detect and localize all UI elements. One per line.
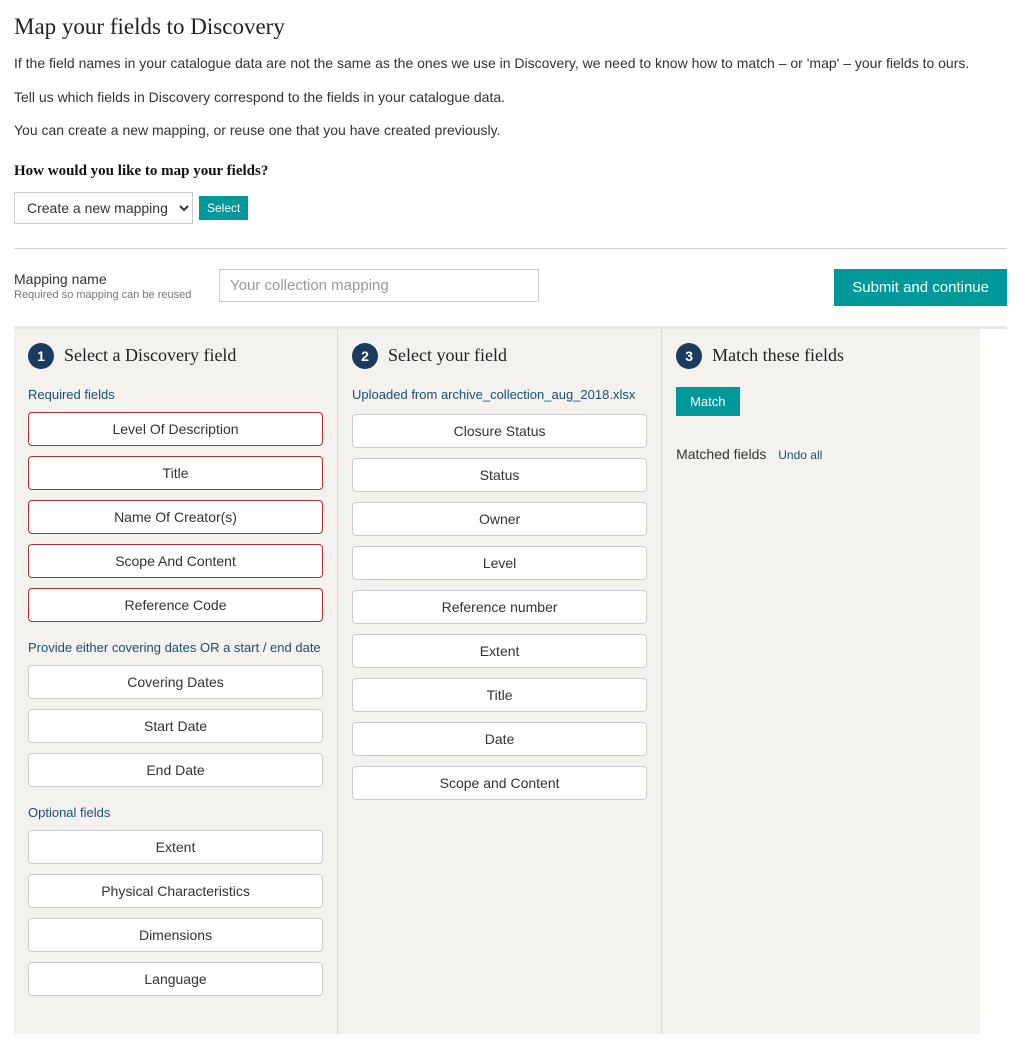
discovery-field-button[interactable]: Level Of Description: [28, 412, 323, 446]
intro-paragraph: You can create a new mapping, or reuse o…: [14, 121, 1007, 141]
how-question: How would you like to map your fields?: [14, 163, 1007, 180]
uploaded-from-prefix: Uploaded from: [352, 387, 441, 402]
your-field-button[interactable]: Owner: [352, 502, 647, 536]
mapping-columns: 1 Select a Discovery field Required fiel…: [14, 326, 1007, 1034]
your-field-button[interactable]: Date: [352, 722, 647, 756]
matched-fields-label: Matched fields: [676, 446, 766, 462]
step-two-header: 2 Select your field: [352, 343, 647, 369]
section-divider: [14, 248, 1007, 249]
optional-fields-label: Optional fields: [28, 805, 323, 820]
step-number-badge: 3: [676, 343, 702, 369]
submit-wrap: Submit and continue: [834, 269, 1007, 306]
discovery-field-button[interactable]: Name Of Creator(s): [28, 500, 323, 534]
your-field-button[interactable]: Level: [352, 546, 647, 580]
intro-text: If the field names in your catalogue dat…: [14, 54, 1007, 141]
discovery-field-button[interactable]: Scope And Content: [28, 544, 323, 578]
step-title: Select a Discovery field: [64, 345, 236, 366]
mapping-select-row: Create a new mapping Select: [14, 192, 1007, 224]
your-field-button[interactable]: Status: [352, 458, 647, 492]
your-field-button[interactable]: Closure Status: [352, 414, 647, 448]
intro-paragraph: If the field names in your catalogue dat…: [14, 54, 1007, 74]
submit-continue-button[interactable]: Submit and continue: [834, 269, 1007, 306]
mapping-method-select[interactable]: Create a new mapping: [14, 192, 193, 224]
select-button[interactable]: Select: [199, 196, 248, 220]
discovery-field-button[interactable]: Reference Code: [28, 588, 323, 622]
page-title: Map your fields to Discovery: [14, 14, 1007, 40]
discovery-field-column: 1 Select a Discovery field Required fiel…: [14, 329, 338, 1034]
mapping-name-row: Mapping name Required so mapping can be …: [14, 269, 1007, 306]
your-field-button[interactable]: Reference number: [352, 590, 647, 624]
step-number-badge: 1: [28, 343, 54, 369]
step-number-badge: 2: [352, 343, 378, 369]
match-button[interactable]: Match: [676, 387, 739, 416]
mapping-name-label: Mapping name: [14, 271, 199, 287]
mapping-name-label-wrap: Mapping name Required so mapping can be …: [14, 269, 199, 301]
discovery-field-button[interactable]: Physical Characteristics: [28, 874, 323, 908]
discovery-field-button[interactable]: Extent: [28, 830, 323, 864]
mapping-name-hint: Required so mapping can be reused: [14, 289, 199, 301]
discovery-field-button[interactable]: Dimensions: [28, 918, 323, 952]
discovery-field-button[interactable]: End Date: [28, 753, 323, 787]
discovery-field-button[interactable]: Language: [28, 962, 323, 996]
your-field-button[interactable]: Scope and Content: [352, 766, 647, 800]
your-field-button[interactable]: Title: [352, 678, 647, 712]
required-fields-label: Required fields: [28, 387, 323, 402]
step-title: Select your field: [388, 345, 507, 366]
discovery-field-button[interactable]: Covering Dates: [28, 665, 323, 699]
uploaded-from-label: Uploaded from archive_collection_aug_201…: [352, 387, 647, 402]
right-gutter: [980, 329, 1007, 1034]
step-title: Match these fields: [712, 345, 844, 366]
mapping-name-input[interactable]: [219, 269, 539, 302]
step-three-header: 3 Match these fields: [676, 343, 966, 369]
discovery-field-button[interactable]: Title: [28, 456, 323, 490]
uploaded-file-name: archive_collection_aug_2018.xlsx: [441, 387, 635, 402]
match-column: 3 Match these fields Match Matched field…: [662, 329, 980, 1034]
undo-all-link[interactable]: Undo all: [778, 448, 822, 462]
matched-fields-row: Matched fields Undo all: [676, 446, 966, 462]
step-one-header: 1 Select a Discovery field: [28, 343, 323, 369]
your-field-button[interactable]: Extent: [352, 634, 647, 668]
date-fields-label: Provide either covering dates OR a start…: [28, 640, 323, 655]
discovery-field-button[interactable]: Start Date: [28, 709, 323, 743]
intro-paragraph: Tell us which fields in Discovery corres…: [14, 88, 1007, 108]
your-field-column: 2 Select your field Uploaded from archiv…: [338, 329, 662, 1034]
